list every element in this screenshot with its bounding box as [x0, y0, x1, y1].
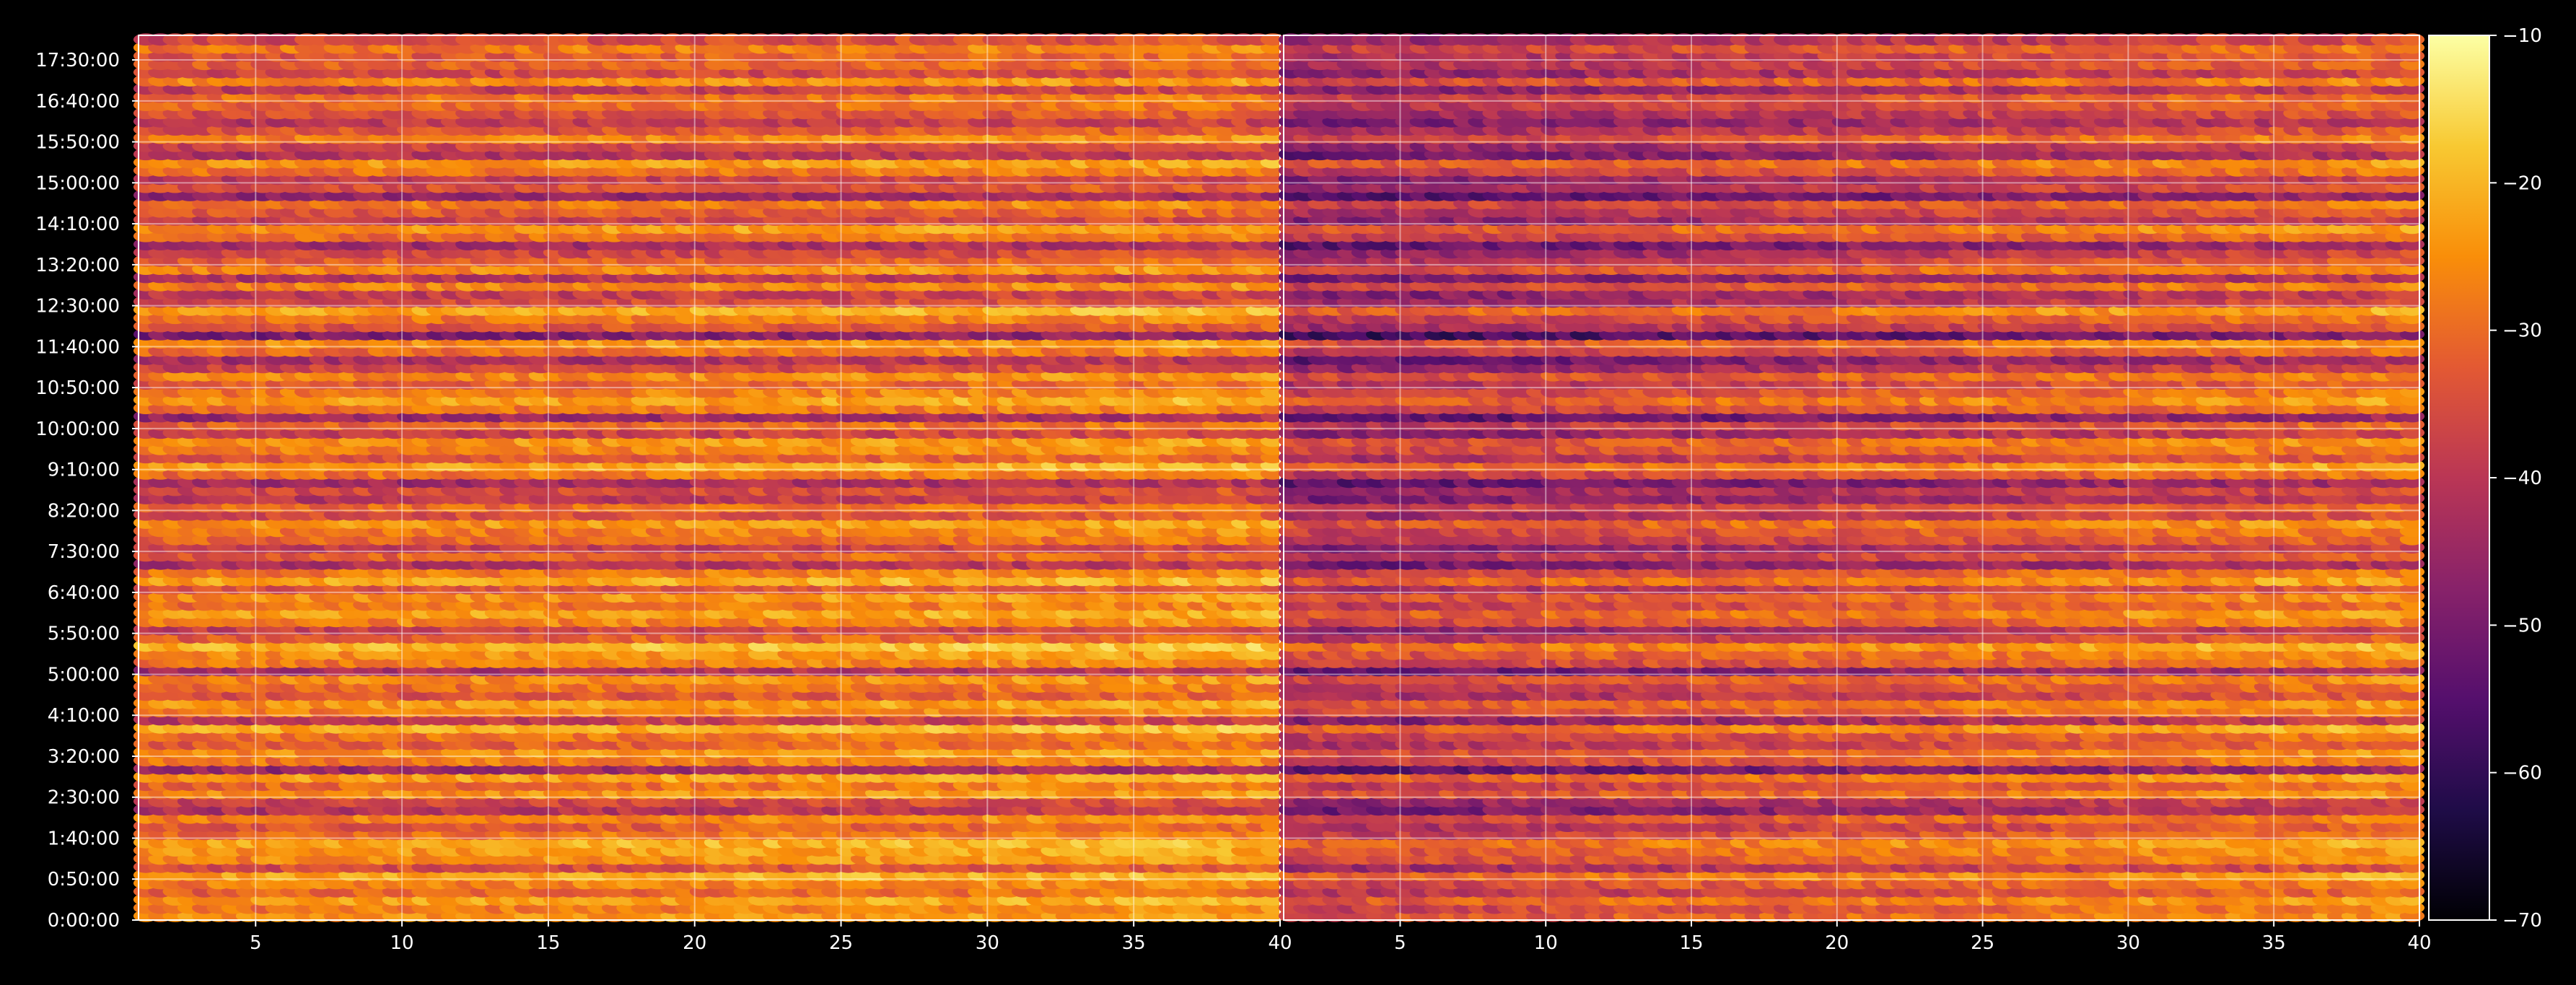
heatmap-panels: [133, 33, 2425, 922]
heatmap-panel-1: [133, 33, 1286, 922]
heatmap-cells: [133, 33, 1286, 922]
